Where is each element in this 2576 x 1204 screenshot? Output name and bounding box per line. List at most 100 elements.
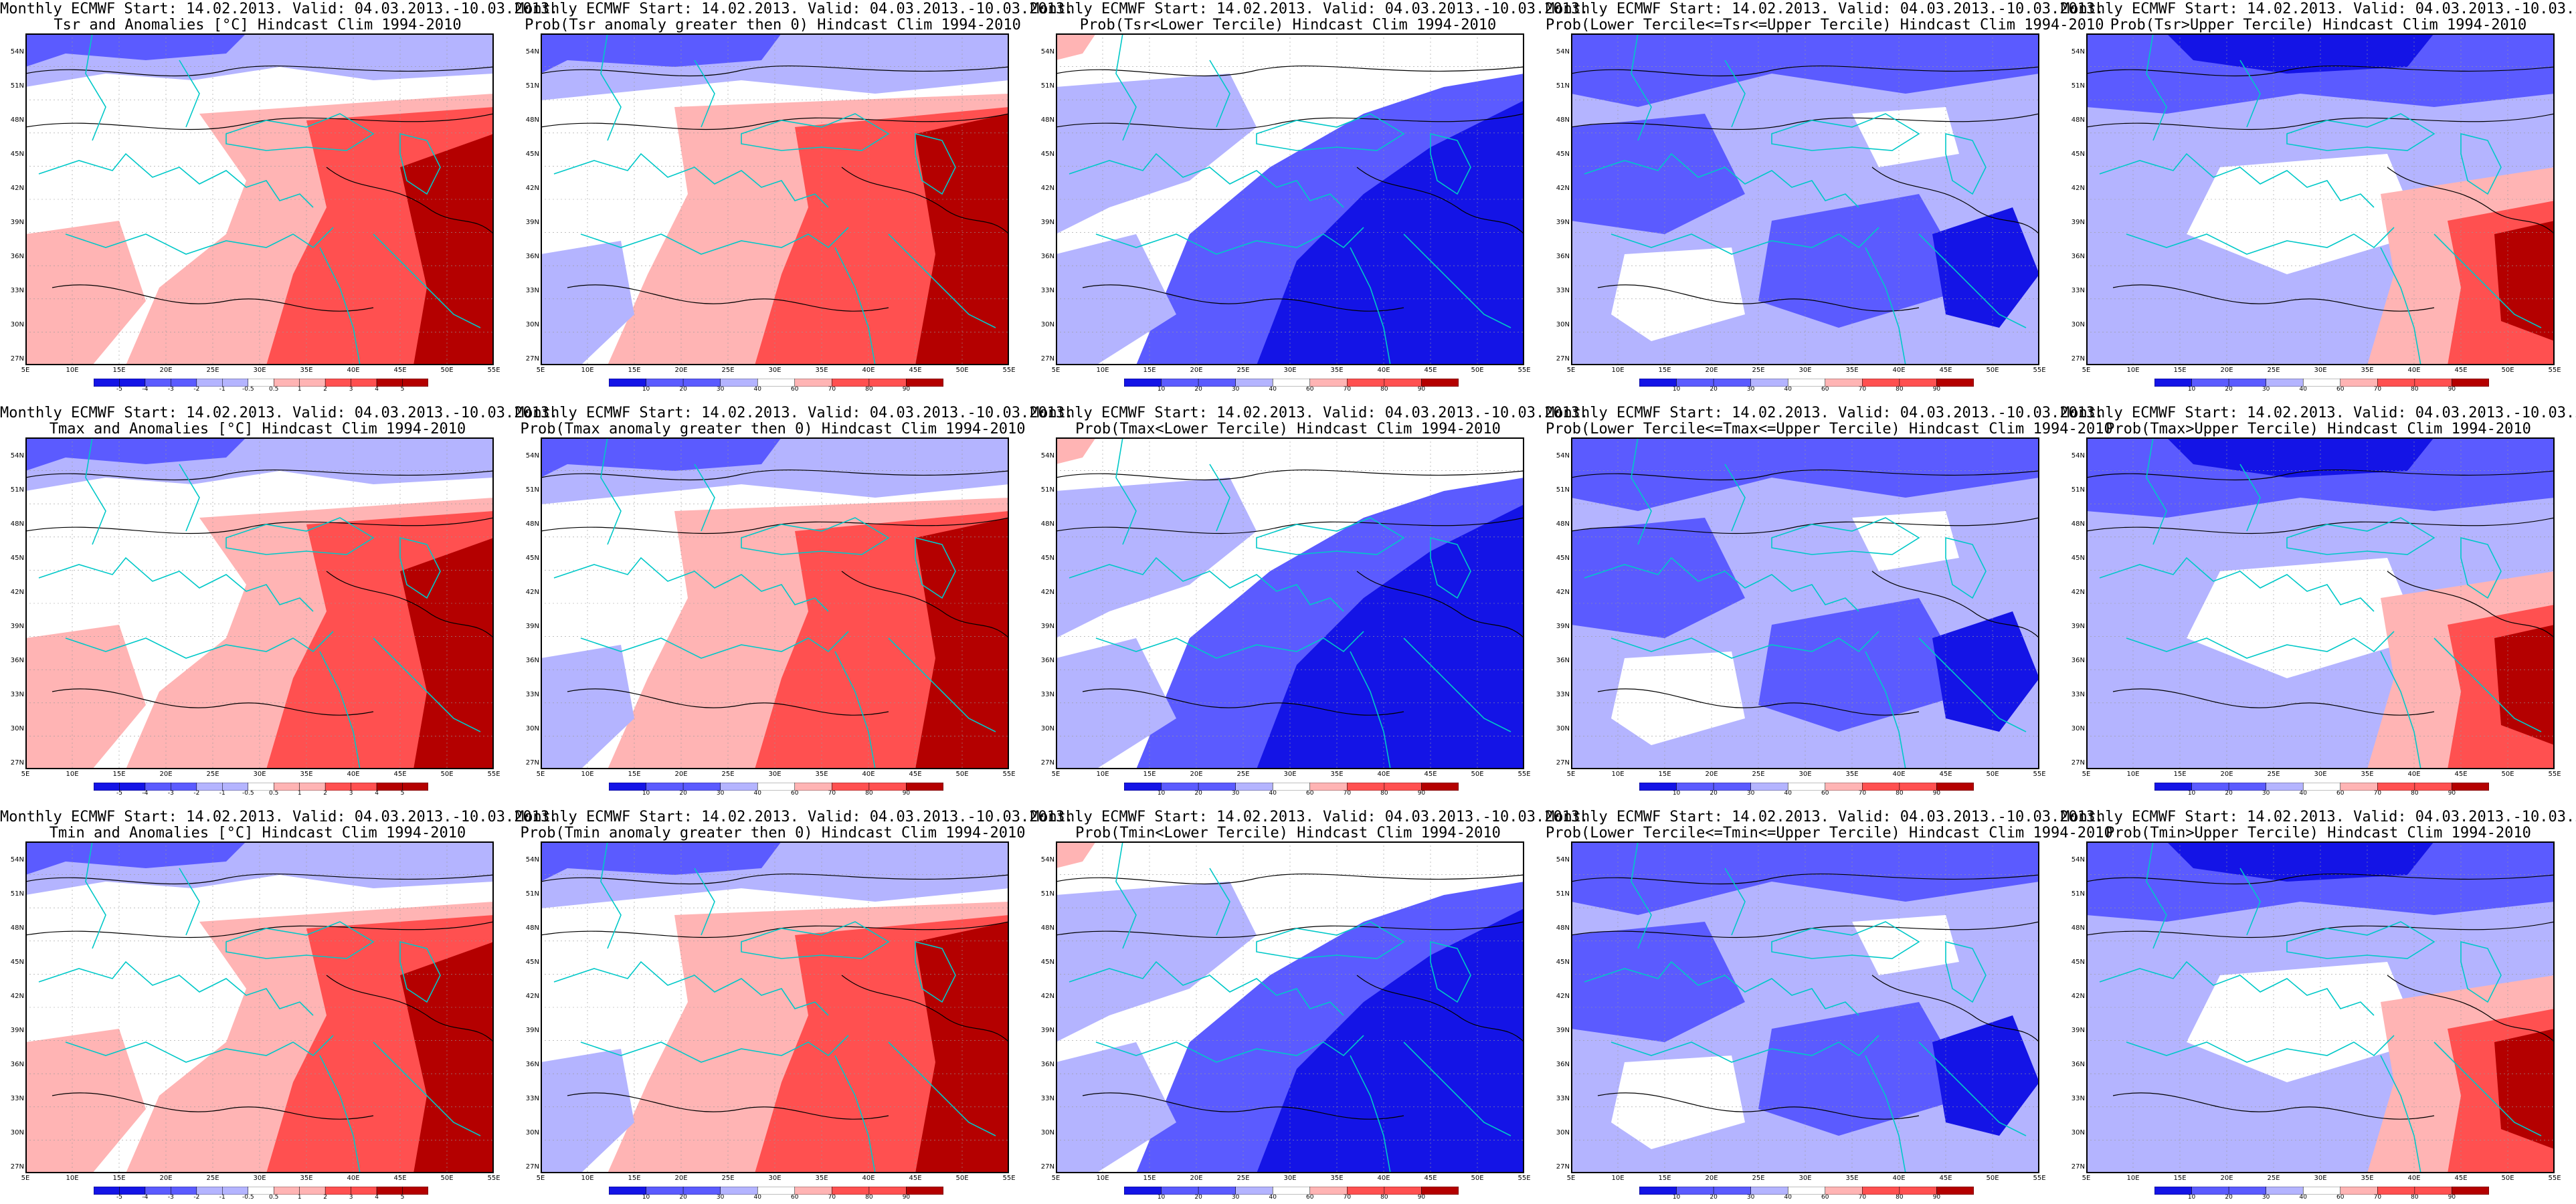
coastline (1724, 60, 1746, 128)
colorbar-tick-label: 10 (642, 386, 650, 393)
coastline (1209, 60, 1230, 128)
colorbar-tick-label: -4 (142, 1194, 149, 1201)
contour-line (25, 469, 494, 481)
panel-title-line1: Monthly ECMWF Start: 14.02.2013. Valid: … (2061, 405, 2576, 421)
lat-tick-label: 39N (525, 219, 539, 226)
lat-tick-label: 42N (1040, 589, 1054, 596)
lat-tick-label: 36N (1040, 253, 1054, 260)
colorbar-tick-label: -5 (116, 1194, 122, 1201)
contour-line (567, 1092, 889, 1120)
colorbar-tick-label: 20 (679, 790, 687, 797)
colorbar-tick-label: 60 (791, 1194, 799, 1201)
lon-tick-label: 55E (2033, 367, 2046, 374)
lon-tick-label: 50E (955, 771, 969, 778)
lon-tick-label: 5E (21, 1175, 30, 1182)
forecast-map (541, 437, 1009, 769)
lat-tick-label: 39N (1556, 219, 1570, 226)
coastline (373, 637, 481, 732)
lat-tick-label: 42N (10, 589, 24, 596)
coastline (65, 227, 334, 255)
lon-tick-label: 40E (862, 771, 875, 778)
lon-tick-label: 55E (1002, 771, 1016, 778)
lat-tick-label: 42N (10, 993, 24, 1000)
lat-tick-label: 30N (2071, 321, 2085, 328)
lat-tick-label: 36N (10, 657, 24, 664)
colorbar-tick-label: 70 (828, 790, 836, 797)
lat-tick-label: 39N (2071, 1027, 2085, 1034)
shaded-field-light-red (1056, 437, 1096, 464)
shaded-field-light-red (1056, 841, 1096, 868)
lon-tick-label: 30E (253, 1175, 266, 1182)
colorbar-tick-label: 30 (2262, 790, 2270, 797)
contour-line (841, 975, 1009, 1043)
colorbar-tick-label: 60 (1821, 1194, 1829, 1201)
colorbar-tick-label: 90 (1932, 1194, 1941, 1201)
lat-tick-label: 54N (1040, 48, 1054, 56)
colorbar-tick-label: 90 (902, 386, 911, 393)
contour-line (2112, 1092, 2435, 1120)
lon-tick-label: 15E (1658, 771, 1671, 778)
coastline (65, 631, 334, 659)
contour-line (541, 469, 1009, 481)
lon-tick-label: 25E (2267, 367, 2280, 374)
contour-line (1056, 469, 1524, 481)
colorbar-tick-label: 40 (1269, 1194, 1277, 1201)
lon-tick-label: 35E (300, 367, 313, 374)
coastline (1865, 247, 1906, 365)
panel-title-line2: Tmax and Anomalies [°C] Hindcast Clim 19… (49, 421, 466, 437)
colorbar-tick-label: 5 (400, 1194, 405, 1201)
forecast-map-svg (25, 437, 494, 769)
lon-tick-label: 5E (1051, 367, 1061, 374)
shaded-field-mid-blue (541, 33, 781, 74)
map-panel-tmax-prob-pos: Monthly ECMWF Start: 14.02.2013. Valid: … (515, 404, 1073, 799)
lon-tick-label: 45E (1939, 367, 1952, 374)
contour-line (1056, 921, 1524, 938)
map-panel-tmax-upper: Monthly ECMWF Start: 14.02.2013. Valid: … (2061, 404, 2576, 799)
coastline (2433, 637, 2542, 732)
lon-tick-label: 20E (1705, 771, 1718, 778)
lat-tick-label: 54N (1556, 48, 1570, 56)
lat-tick-label: 30N (1040, 321, 1054, 328)
colorbar-tick-label: 70 (828, 386, 836, 393)
panel-title-line1: Monthly ECMWF Start: 14.02.2013. Valid: … (1546, 405, 2104, 421)
coastline (1611, 227, 1879, 255)
colorbar-tick-label: 70 (1858, 1194, 1867, 1201)
colorbar-tick-label: 70 (1343, 386, 1352, 393)
lon-tick-label: 25E (721, 771, 735, 778)
lat-tick-label: 36N (1040, 1061, 1054, 1068)
coastline (694, 868, 715, 936)
colorbar-tick-label: 20 (1710, 790, 1718, 797)
colorbar-tick-label: 10 (1672, 386, 1681, 393)
colorbar-tick-label: 40 (1784, 790, 1792, 797)
shaded-field-deep-blue (1932, 611, 2039, 732)
forecast-map (25, 33, 494, 365)
forecast-map (1056, 841, 1524, 1173)
coastline (2380, 651, 2421, 769)
coastline (2380, 1055, 2421, 1173)
colorbar-tick-label: 80 (1380, 1194, 1388, 1201)
colorbar (1639, 783, 1974, 791)
contour-line (326, 975, 494, 1043)
colorbar-tick-label: 20 (1710, 386, 1718, 393)
lat-tick-label: 45N (2071, 959, 2085, 966)
colorbar-tick-label: 40 (753, 386, 761, 393)
lat-tick-label: 51N (525, 82, 539, 90)
lat-tick-label: 39N (1040, 219, 1054, 226)
coastline (373, 1041, 481, 1136)
lon-tick-label: 5E (2082, 367, 2091, 374)
lat-tick-label: 33N (2071, 287, 2085, 294)
coastline (38, 961, 314, 1016)
colorbar-tick-label: 5 (400, 790, 405, 797)
coastline (888, 637, 996, 732)
colorbar (609, 783, 943, 791)
contour-line (2086, 873, 2555, 885)
coastline (179, 464, 200, 532)
lon-tick-label: 25E (1752, 1175, 1765, 1182)
lat-tick-label: 45N (1556, 150, 1570, 158)
contour-line (2086, 113, 2555, 130)
contour-line (1056, 873, 1524, 885)
lon-tick-label: 25E (2267, 1175, 2280, 1182)
coastline (1095, 631, 1364, 659)
lat-tick-label: 36N (2071, 657, 2085, 664)
coastline (1724, 464, 1746, 532)
